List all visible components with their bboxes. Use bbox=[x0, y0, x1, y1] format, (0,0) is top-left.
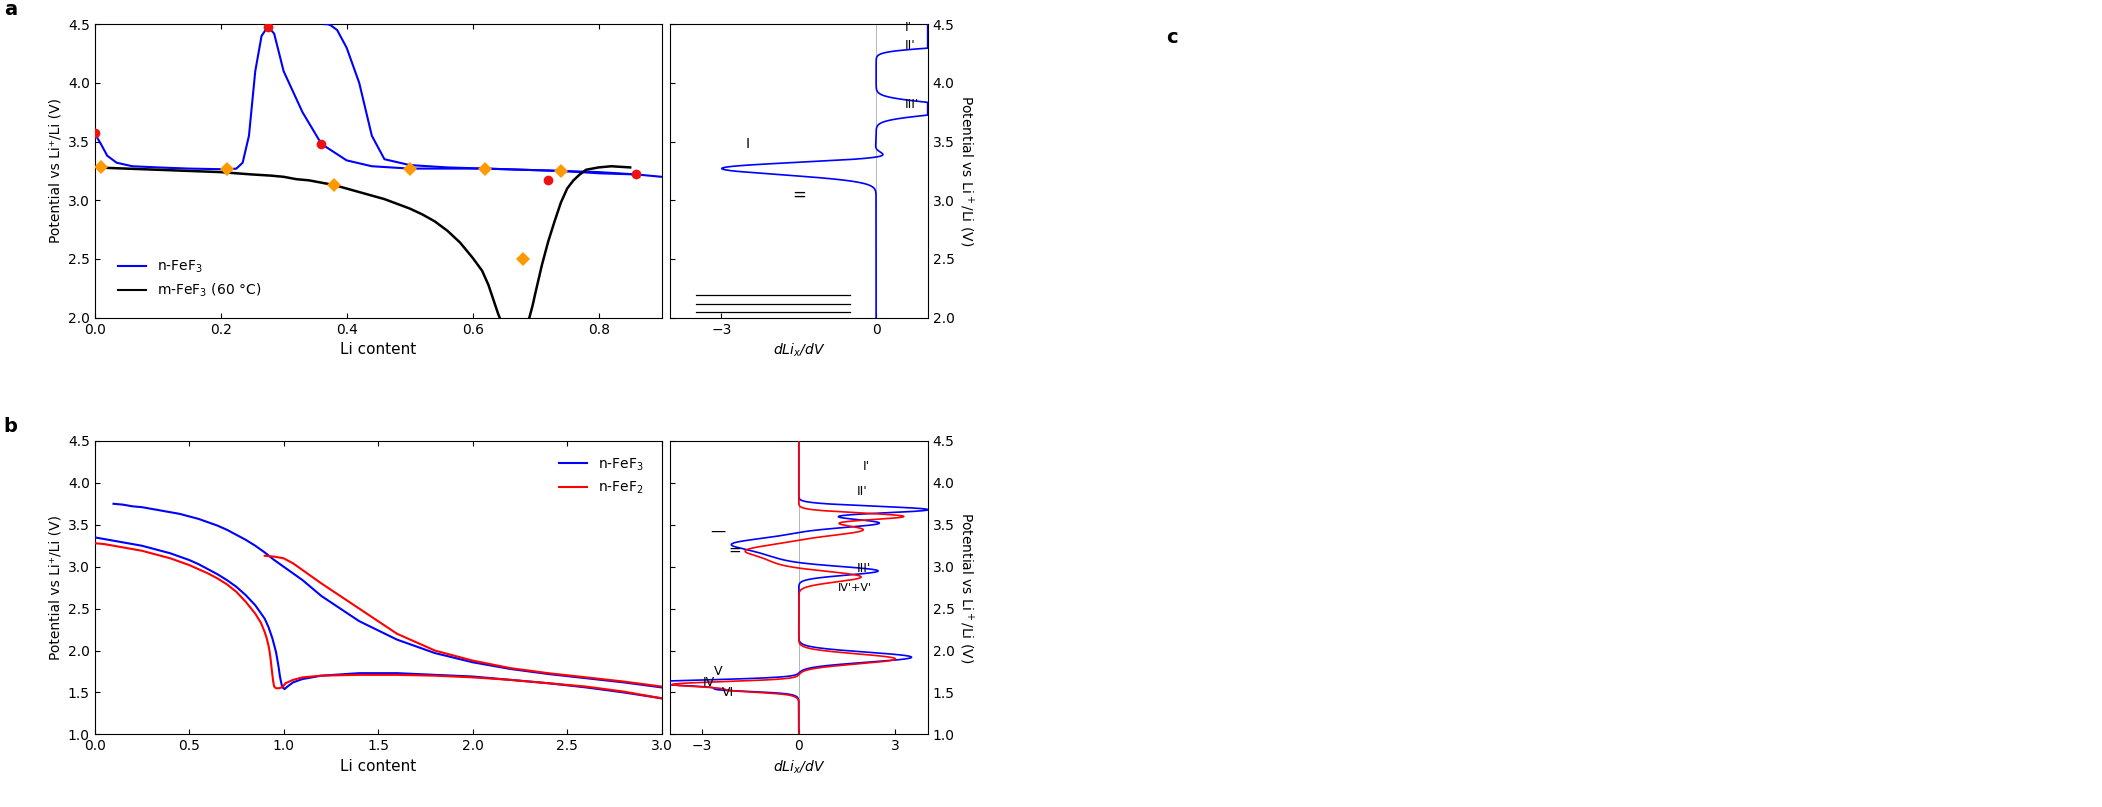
Text: IV: IV bbox=[702, 676, 715, 689]
Text: I': I' bbox=[904, 21, 912, 34]
Text: b: b bbox=[4, 417, 17, 436]
Text: III': III' bbox=[858, 562, 870, 575]
Text: II': II' bbox=[904, 39, 914, 52]
Text: =: = bbox=[727, 542, 740, 558]
X-axis label: dLi$_x$/d$V$: dLi$_x$/d$V$ bbox=[774, 759, 824, 776]
Text: II': II' bbox=[858, 485, 868, 498]
Text: VI: VI bbox=[721, 686, 734, 699]
X-axis label: dLi$_x$/d$V$: dLi$_x$/d$V$ bbox=[774, 342, 824, 359]
Text: III': III' bbox=[904, 98, 919, 111]
Y-axis label: Potential vs Li$^+$/Li (V): Potential vs Li$^+$/Li (V) bbox=[956, 512, 975, 663]
Y-axis label: Potential vs Li$^+$/Li (V): Potential vs Li$^+$/Li (V) bbox=[956, 95, 975, 247]
Text: I: I bbox=[746, 137, 748, 151]
Text: c: c bbox=[1167, 28, 1179, 48]
Legend: n-FeF$_3$, m-FeF$_3$ (60 °C): n-FeF$_3$, m-FeF$_3$ (60 °C) bbox=[114, 253, 267, 305]
X-axis label: Li content: Li content bbox=[341, 759, 416, 774]
Y-axis label: Potential vs Li⁺/Li (V): Potential vs Li⁺/Li (V) bbox=[48, 515, 63, 660]
Text: I': I' bbox=[864, 459, 870, 473]
X-axis label: Li content: Li content bbox=[341, 342, 416, 357]
Legend: n-FeF$_3$, n-FeF$_2$: n-FeF$_3$, n-FeF$_2$ bbox=[553, 451, 650, 502]
Text: —: — bbox=[710, 524, 725, 539]
Text: a: a bbox=[4, 1, 17, 19]
Text: V: V bbox=[715, 665, 723, 678]
Y-axis label: Potential vs Li⁺/Li (V): Potential vs Li⁺/Li (V) bbox=[48, 98, 63, 244]
Text: =: = bbox=[792, 186, 805, 203]
Text: IV'+V': IV'+V' bbox=[837, 583, 872, 592]
